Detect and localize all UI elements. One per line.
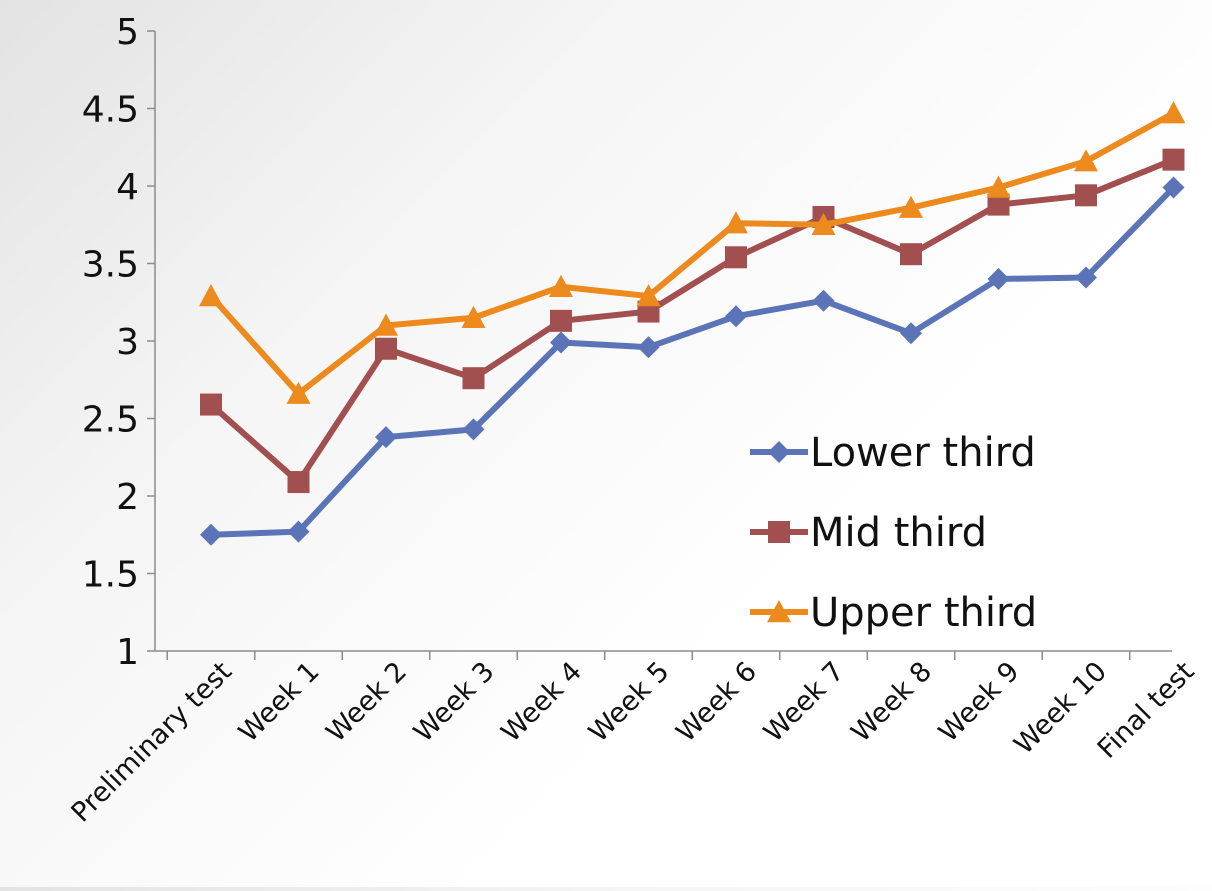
data-point-marker xyxy=(375,426,397,449)
legend-item: Lower third xyxy=(750,430,1036,476)
x-tick-label: Week 1 xyxy=(233,656,325,748)
data-point-marker xyxy=(899,195,923,218)
y-tick-label: 1.5 xyxy=(82,555,139,596)
data-point-marker xyxy=(375,337,397,360)
data-point-marker xyxy=(900,243,922,266)
series-line xyxy=(208,184,1177,538)
x-tick-label: Week 6 xyxy=(671,656,763,748)
series-lower-third xyxy=(200,176,1185,546)
data-point-marker xyxy=(549,274,573,297)
data-point-marker xyxy=(811,212,836,235)
legend-label: Mid third xyxy=(810,510,987,556)
data-point-marker xyxy=(200,393,222,416)
data-point-marker xyxy=(1075,266,1097,289)
data-point-marker xyxy=(1162,148,1185,171)
y-tick-label: 2 xyxy=(116,477,139,518)
series-mid-third xyxy=(200,148,1185,494)
y-axis-tick-labels: 1 1.5 2 2.5 3 3.5 4 4.5 5 xyxy=(82,12,139,673)
legend-marker xyxy=(768,521,790,543)
y-tick-label: 3 xyxy=(116,322,139,363)
data-point-marker xyxy=(287,471,310,494)
legend-marker xyxy=(768,441,790,463)
series-lines xyxy=(199,101,1186,546)
y-tick-label: 2.5 xyxy=(82,400,139,441)
legend-label: Upper third xyxy=(810,590,1037,636)
x-tick-label: Preliminary test xyxy=(65,656,237,828)
data-point-marker xyxy=(724,211,748,234)
legend-item: Upper third xyxy=(750,590,1037,636)
x-tick-label: Week 4 xyxy=(496,656,588,748)
data-point-marker xyxy=(287,520,310,543)
data-point-marker xyxy=(462,367,485,390)
y-tick-label: 5 xyxy=(116,12,139,53)
legend-marker xyxy=(767,600,791,623)
x-tick-label: Week 2 xyxy=(321,656,413,748)
x-tick-label: Week 3 xyxy=(408,656,500,748)
data-point-marker xyxy=(987,193,1010,216)
data-point-marker xyxy=(286,381,311,404)
series-line xyxy=(208,156,1177,486)
data-point-marker xyxy=(725,246,747,269)
data-point-marker xyxy=(550,309,572,332)
data-point-marker xyxy=(1075,184,1097,207)
data-point-marker xyxy=(812,289,835,312)
data-point-marker xyxy=(461,305,486,328)
data-point-marker xyxy=(462,418,485,441)
data-point-marker xyxy=(1162,176,1185,199)
y-tick-label: 3.5 xyxy=(82,245,139,286)
data-point-marker xyxy=(200,523,222,546)
x-tick-label: Week 5 xyxy=(583,656,675,748)
x-tick-label: Week 8 xyxy=(846,656,938,748)
data-point-marker xyxy=(637,336,660,359)
data-point-marker xyxy=(987,268,1010,290)
data-point-marker xyxy=(986,175,1011,198)
data-point-marker xyxy=(636,284,661,307)
data-point-marker xyxy=(199,284,223,307)
series-line xyxy=(208,110,1177,397)
axes xyxy=(147,30,1172,660)
legend: Lower third Mid third Upper third xyxy=(750,430,1037,636)
data-point-marker xyxy=(374,313,398,336)
x-tick-label: Final test xyxy=(1092,656,1201,765)
data-point-marker xyxy=(900,322,922,345)
series-upper-third xyxy=(199,101,1186,404)
y-tick-label: 1 xyxy=(116,632,139,673)
data-point-marker xyxy=(1074,149,1098,172)
y-tick-label: 4 xyxy=(116,167,139,208)
x-tick-label: Week 7 xyxy=(758,656,850,748)
legend-label: Lower third xyxy=(810,430,1036,476)
data-point-marker xyxy=(1161,101,1186,124)
data-point-marker xyxy=(550,331,572,354)
y-tick-label: 4.5 xyxy=(82,90,139,131)
legend-item: Mid third xyxy=(750,510,987,556)
data-point-marker xyxy=(725,305,747,328)
